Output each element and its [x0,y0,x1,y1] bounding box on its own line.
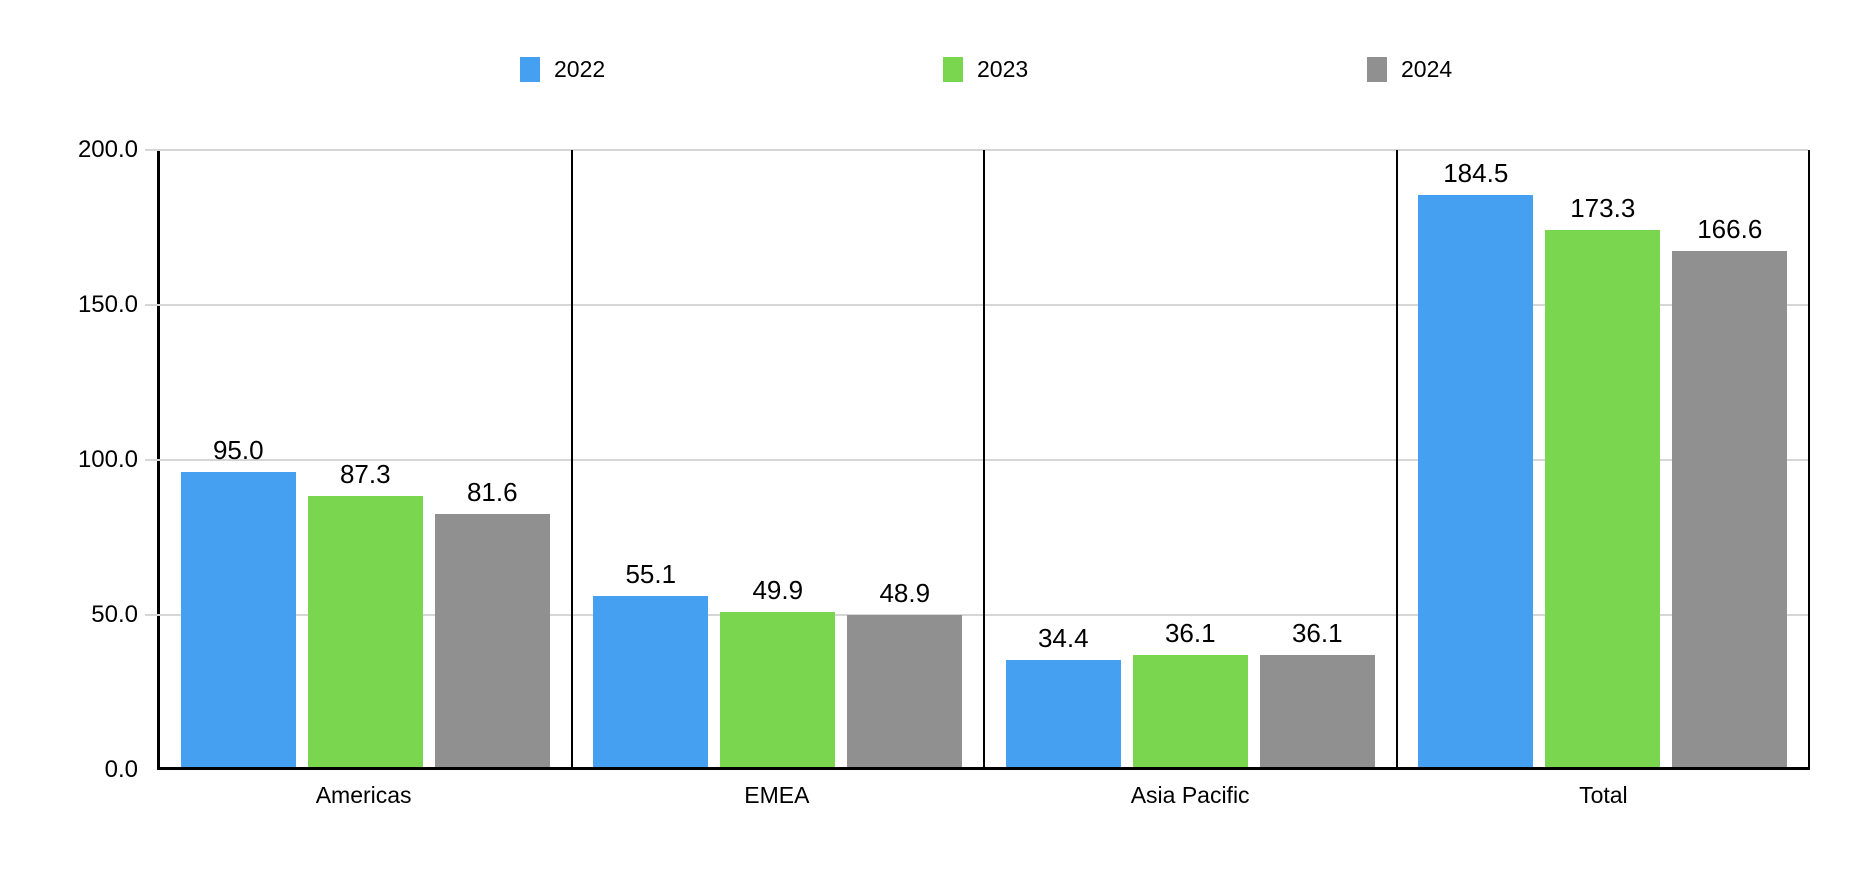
bar-2024-americas: 81.6 [434,477,550,767]
value-label-2024-total: 166.6 [1697,214,1763,244]
category-label-asia-pacific: Asia Pacific [1130,782,1250,808]
y-tick-label-100-0: 100.0 [77,446,138,473]
bar-2022-asia-pacific: 34.4 [1005,623,1121,767]
category-panel-total: 184.5 173.3 166.6 [1398,150,1809,767]
bar-2023-total: 173.3 [1545,193,1661,767]
bar-2022-americas: 95.0 [180,435,296,767]
gridline-100-0 [145,459,1808,461]
value-label-2023-emea: 49.9 [752,575,804,605]
value-label-2023-asia-pacific: 36.1 [1164,618,1216,648]
category-panels: 95.0 87.3 81.6 55.1 49.9 48.9 34.4 36.1 36.1 184.… [160,150,1808,767]
category-label-emea: EMEA [744,782,810,808]
gridline-50-0 [145,614,1808,616]
value-label-2022-americas: 95.0 [212,435,264,465]
bar-2023-americas: 87.3 [307,459,423,767]
gridline-150-0 [145,304,1808,306]
value-label-2022-total: 184.5 [1443,158,1509,188]
y-tick-label-200-0: 200.0 [77,136,138,163]
category-label-americas: Americas [315,782,412,808]
legend-label-2024: 2024 [1401,56,1453,82]
value-label-2023-total: 173.3 [1570,193,1636,223]
value-label-2024-emea: 48.9 [879,578,931,608]
legend-item-2022: 2022 [520,56,605,82]
legend-swatch-2024 [1367,56,1387,82]
legend-swatch-2022 [520,56,540,82]
bar-2023-emea: 49.9 [720,575,836,767]
value-label-2024-asia-pacific: 36.1 [1291,618,1343,648]
legend-swatch-2023 [943,56,963,82]
x-axis-category-labels: Americas EMEA Asia Pacific Total [157,781,1810,809]
y-tick-label-0-0: 0.0 [104,756,138,783]
value-label-2023-americas: 87.3 [339,459,391,489]
bar-2024-asia-pacific: 36.1 [1259,618,1375,767]
category-panel-emea: 55.1 49.9 48.9 [573,150,985,767]
legend-item-2023: 2023 [943,56,1028,82]
y-tick-label-50-0: 50.0 [91,601,138,628]
legend-label-2023: 2023 [977,56,1029,82]
category-panel-asia-pacific: 34.4 36.1 36.1 [985,150,1398,767]
category-panel-americas: 95.0 87.3 81.6 [160,150,573,767]
bar-2024-total: 166.6 [1672,214,1788,767]
legend-label-2022: 2022 [554,56,606,82]
value-label-2022-emea: 55.1 [625,559,677,589]
bar-2024-emea: 48.9 [847,578,963,767]
category-label-total: Total [1579,782,1628,808]
legend-item-2024: 2024 [1367,56,1452,82]
value-label-2022-asia-pacific: 34.4 [1037,623,1089,653]
bar-2023-asia-pacific: 36.1 [1132,618,1248,767]
value-label-2024-americas: 81.6 [466,477,518,507]
plot-area: 95.0 87.3 81.6 55.1 49.9 48.9 34.4 36.1 36.1 184.… [145,149,1810,770]
y-tick-label-150-0: 150.0 [77,291,138,318]
bar-2022-total: 184.5 [1418,158,1534,767]
gridline-200-0 [145,149,1808,151]
bar-2022-emea: 55.1 [593,559,709,767]
